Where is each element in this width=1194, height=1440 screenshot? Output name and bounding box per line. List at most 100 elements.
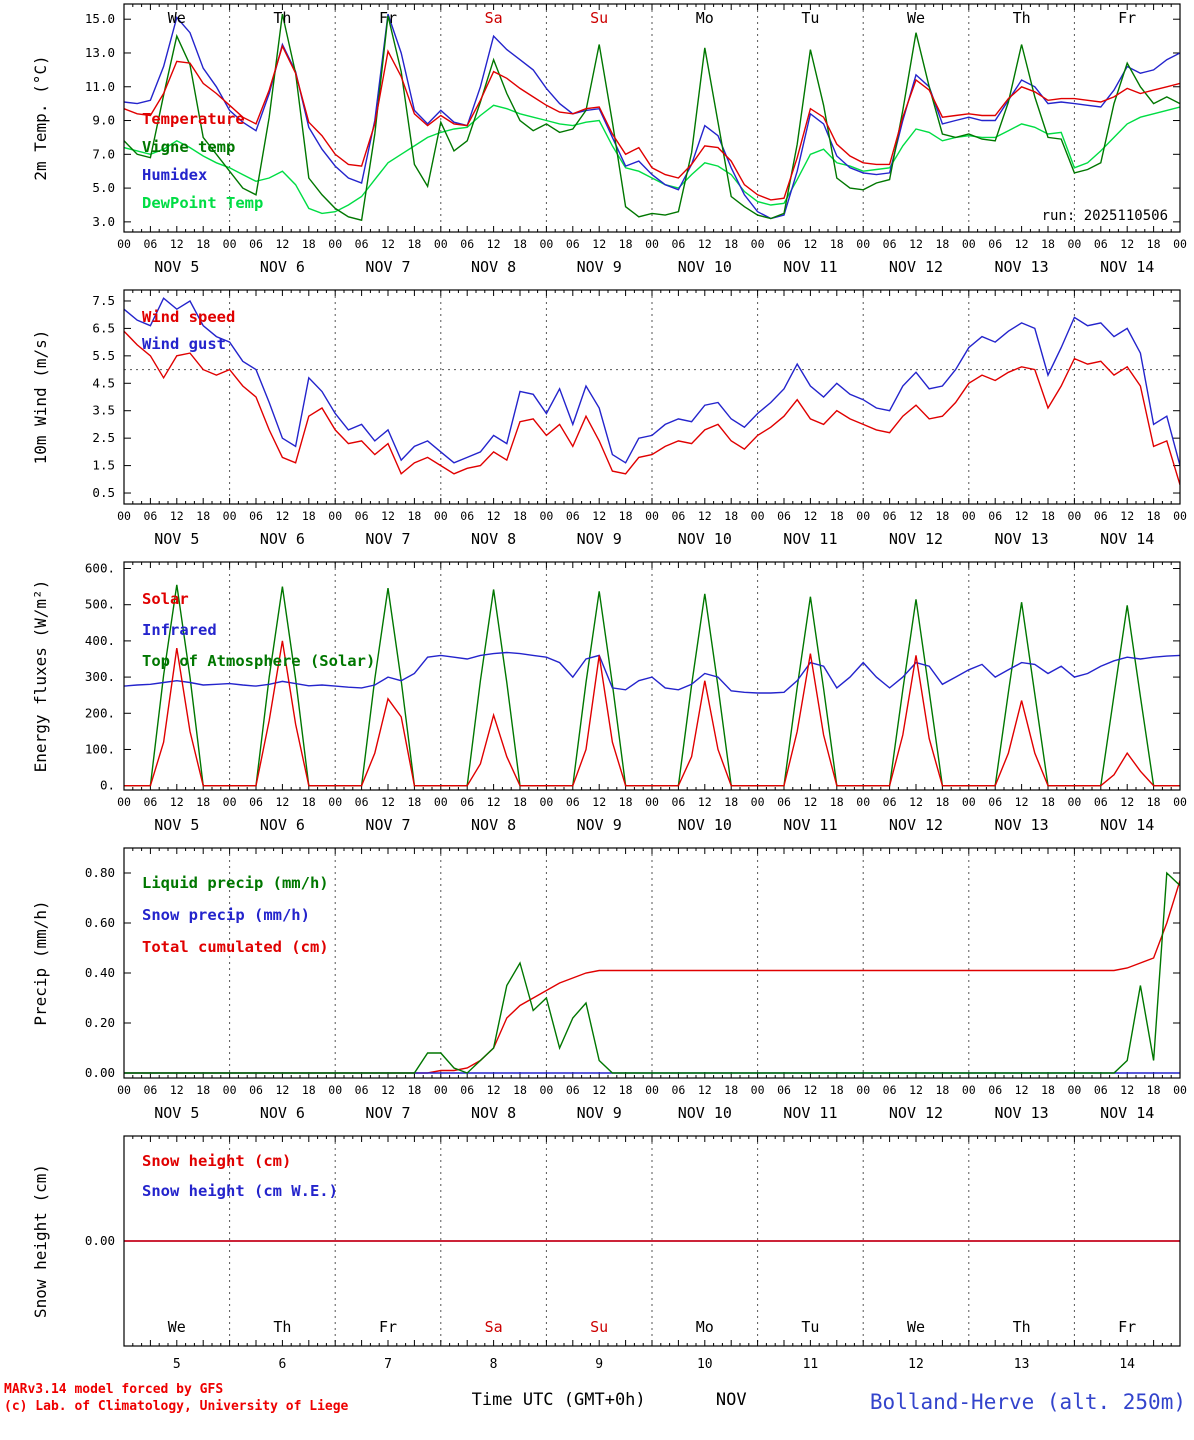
hour-tick-label: 18 [1147,237,1161,251]
hour-tick-label: 00 [539,795,553,809]
dow-label: Fr [1118,9,1136,27]
hour-tick-label: 18 [1041,237,1055,251]
legend-humidex: Humidex [142,166,207,184]
dow-label: Sa [485,9,503,27]
date-label: NOV 8 [471,530,516,548]
y-tick-label: 0.00 [85,1233,115,1248]
hour-tick-label: 06 [460,1083,474,1097]
day-number: 5 [173,1357,181,1372]
hour-tick-label: 00 [856,509,870,523]
wind-panel: 0.5 1.5 2.5 3.5 4.5 5.5 6.5 7.5 Wind speed Wind g… [31,289,1187,548]
hour-tick-label: 06 [883,795,897,809]
series-line [124,297,1180,466]
hour-tick-label: 00 [1173,509,1187,523]
hour-tick-label: 06 [671,509,685,523]
y-tick-label: 9.0 [92,113,115,128]
dow-label: Fr [379,1318,397,1336]
hour-tick-label: 06 [355,509,369,523]
dow-label: We [907,1318,925,1336]
hour-tick-label: 18 [513,237,527,251]
hour-tick-label: 00 [1067,1083,1081,1097]
date-label: NOV 7 [365,816,410,834]
y-tick-label: 5.0 [92,180,115,195]
chart-panels: 3.0 5.0 7.0 9.0 11.0 13.0 15.0 Temperature Vigne… [31,3,1187,1372]
dow-label: Sa [485,1318,503,1336]
date-label: NOV 13 [995,530,1049,548]
legend-vigne-temp: Vigne temp [142,138,235,156]
hour-tick-label: 06 [988,509,1002,523]
date-label: NOV 13 [995,1104,1049,1122]
hour-tick-label: 12 [803,1083,817,1097]
plot-border [123,561,1181,791]
temperature-panel: 3.0 5.0 7.0 9.0 11.0 13.0 15.0 Temperature Vigne… [31,3,1187,276]
hour-tick-label: 18 [830,509,844,523]
date-label: NOV 10 [678,258,732,276]
date-label: NOV 5 [154,530,199,548]
y-tick-label: 400. [85,633,115,648]
hour-tick-label: 00 [1067,237,1081,251]
hour-tick-label: 18 [724,795,738,809]
hour-tick-label: 18 [196,795,210,809]
hour-tick-label: 18 [196,1083,210,1097]
hour-tick-label: 00 [539,509,553,523]
hour-tick-label: 00 [539,237,553,251]
series-line [124,44,1180,201]
date-label: NOV 8 [471,816,516,834]
credits: MARv3.14 model forced by GFS (c) Lab. of… [4,1382,348,1416]
date-label: NOV 6 [260,1104,305,1122]
series-line [124,104,1180,215]
hour-tick-label: 18 [196,237,210,251]
hour-tick-label: 00 [645,237,659,251]
y-axis-label: Snow height (cm) [31,1164,50,1318]
hour-tick-label: 12 [170,509,184,523]
hour-tick-label: 12 [170,1083,184,1097]
legend-wind-speed: Wind speed [142,308,235,326]
hour-tick-label: 12 [803,237,817,251]
hour-tick-label: 18 [935,795,949,809]
hour-tick-label: 18 [513,795,527,809]
y-tick-label: 4.5 [92,375,115,390]
hour-tick-label: 12 [487,509,501,523]
snow-height-panel: 0.00 Snow height (cm) Snow height (cm W.E.… [31,1135,1181,1372]
y-tick-label: 6.5 [92,320,115,335]
hour-tick-label: 00 [962,237,976,251]
hour-tick-label: 06 [671,237,685,251]
hour-tick-label: 00 [328,1083,342,1097]
hour-tick-label: 18 [1147,1083,1161,1097]
dow-label: Th [273,9,291,27]
hour-tick-label: 12 [909,795,923,809]
hour-tick-label: 18 [619,795,633,809]
hour-tick-label: 00 [645,509,659,523]
y-tick-label: 13.0 [85,45,115,60]
hour-tick-label: 06 [143,1083,157,1097]
hour-tick-label: 06 [566,795,580,809]
hour-tick-label: 12 [1120,795,1134,809]
hour-tick-label: 18 [302,237,316,251]
hour-tick-label: 12 [909,509,923,523]
dow-label: Th [273,1318,291,1336]
day-number: 7 [384,1357,392,1372]
date-label: NOV 6 [260,816,305,834]
hour-tick-label: 00 [539,1083,553,1097]
station-label: Bolland-Herve (alt. 250m) [869,1389,1186,1414]
hour-tick-label: 18 [935,1083,949,1097]
hour-tick-label: 12 [592,237,606,251]
hour-tick-label: 00 [962,509,976,523]
dow-label: Th [1013,9,1031,27]
date-label: NOV 12 [889,530,943,548]
date-label: NOV 5 [154,1104,199,1122]
hour-tick-label: 00 [434,509,448,523]
hour-tick-label: 00 [434,237,448,251]
hour-tick-label: 00 [751,237,765,251]
legend-dewpoint-temp: DewPoint Temp [142,194,263,212]
dow-label: Su [590,9,608,27]
series-line [124,871,1180,1074]
hour-tick-label: 18 [513,1083,527,1097]
date-label: NOV 14 [1100,530,1154,548]
hour-tick-label: 18 [407,509,421,523]
hour-tick-label: 06 [1094,795,1108,809]
y-tick-label: 0.80 [85,865,115,880]
hour-tick-label: 06 [988,795,1002,809]
date-label: NOV 11 [783,1104,837,1122]
day-number: 13 [1014,1357,1030,1372]
